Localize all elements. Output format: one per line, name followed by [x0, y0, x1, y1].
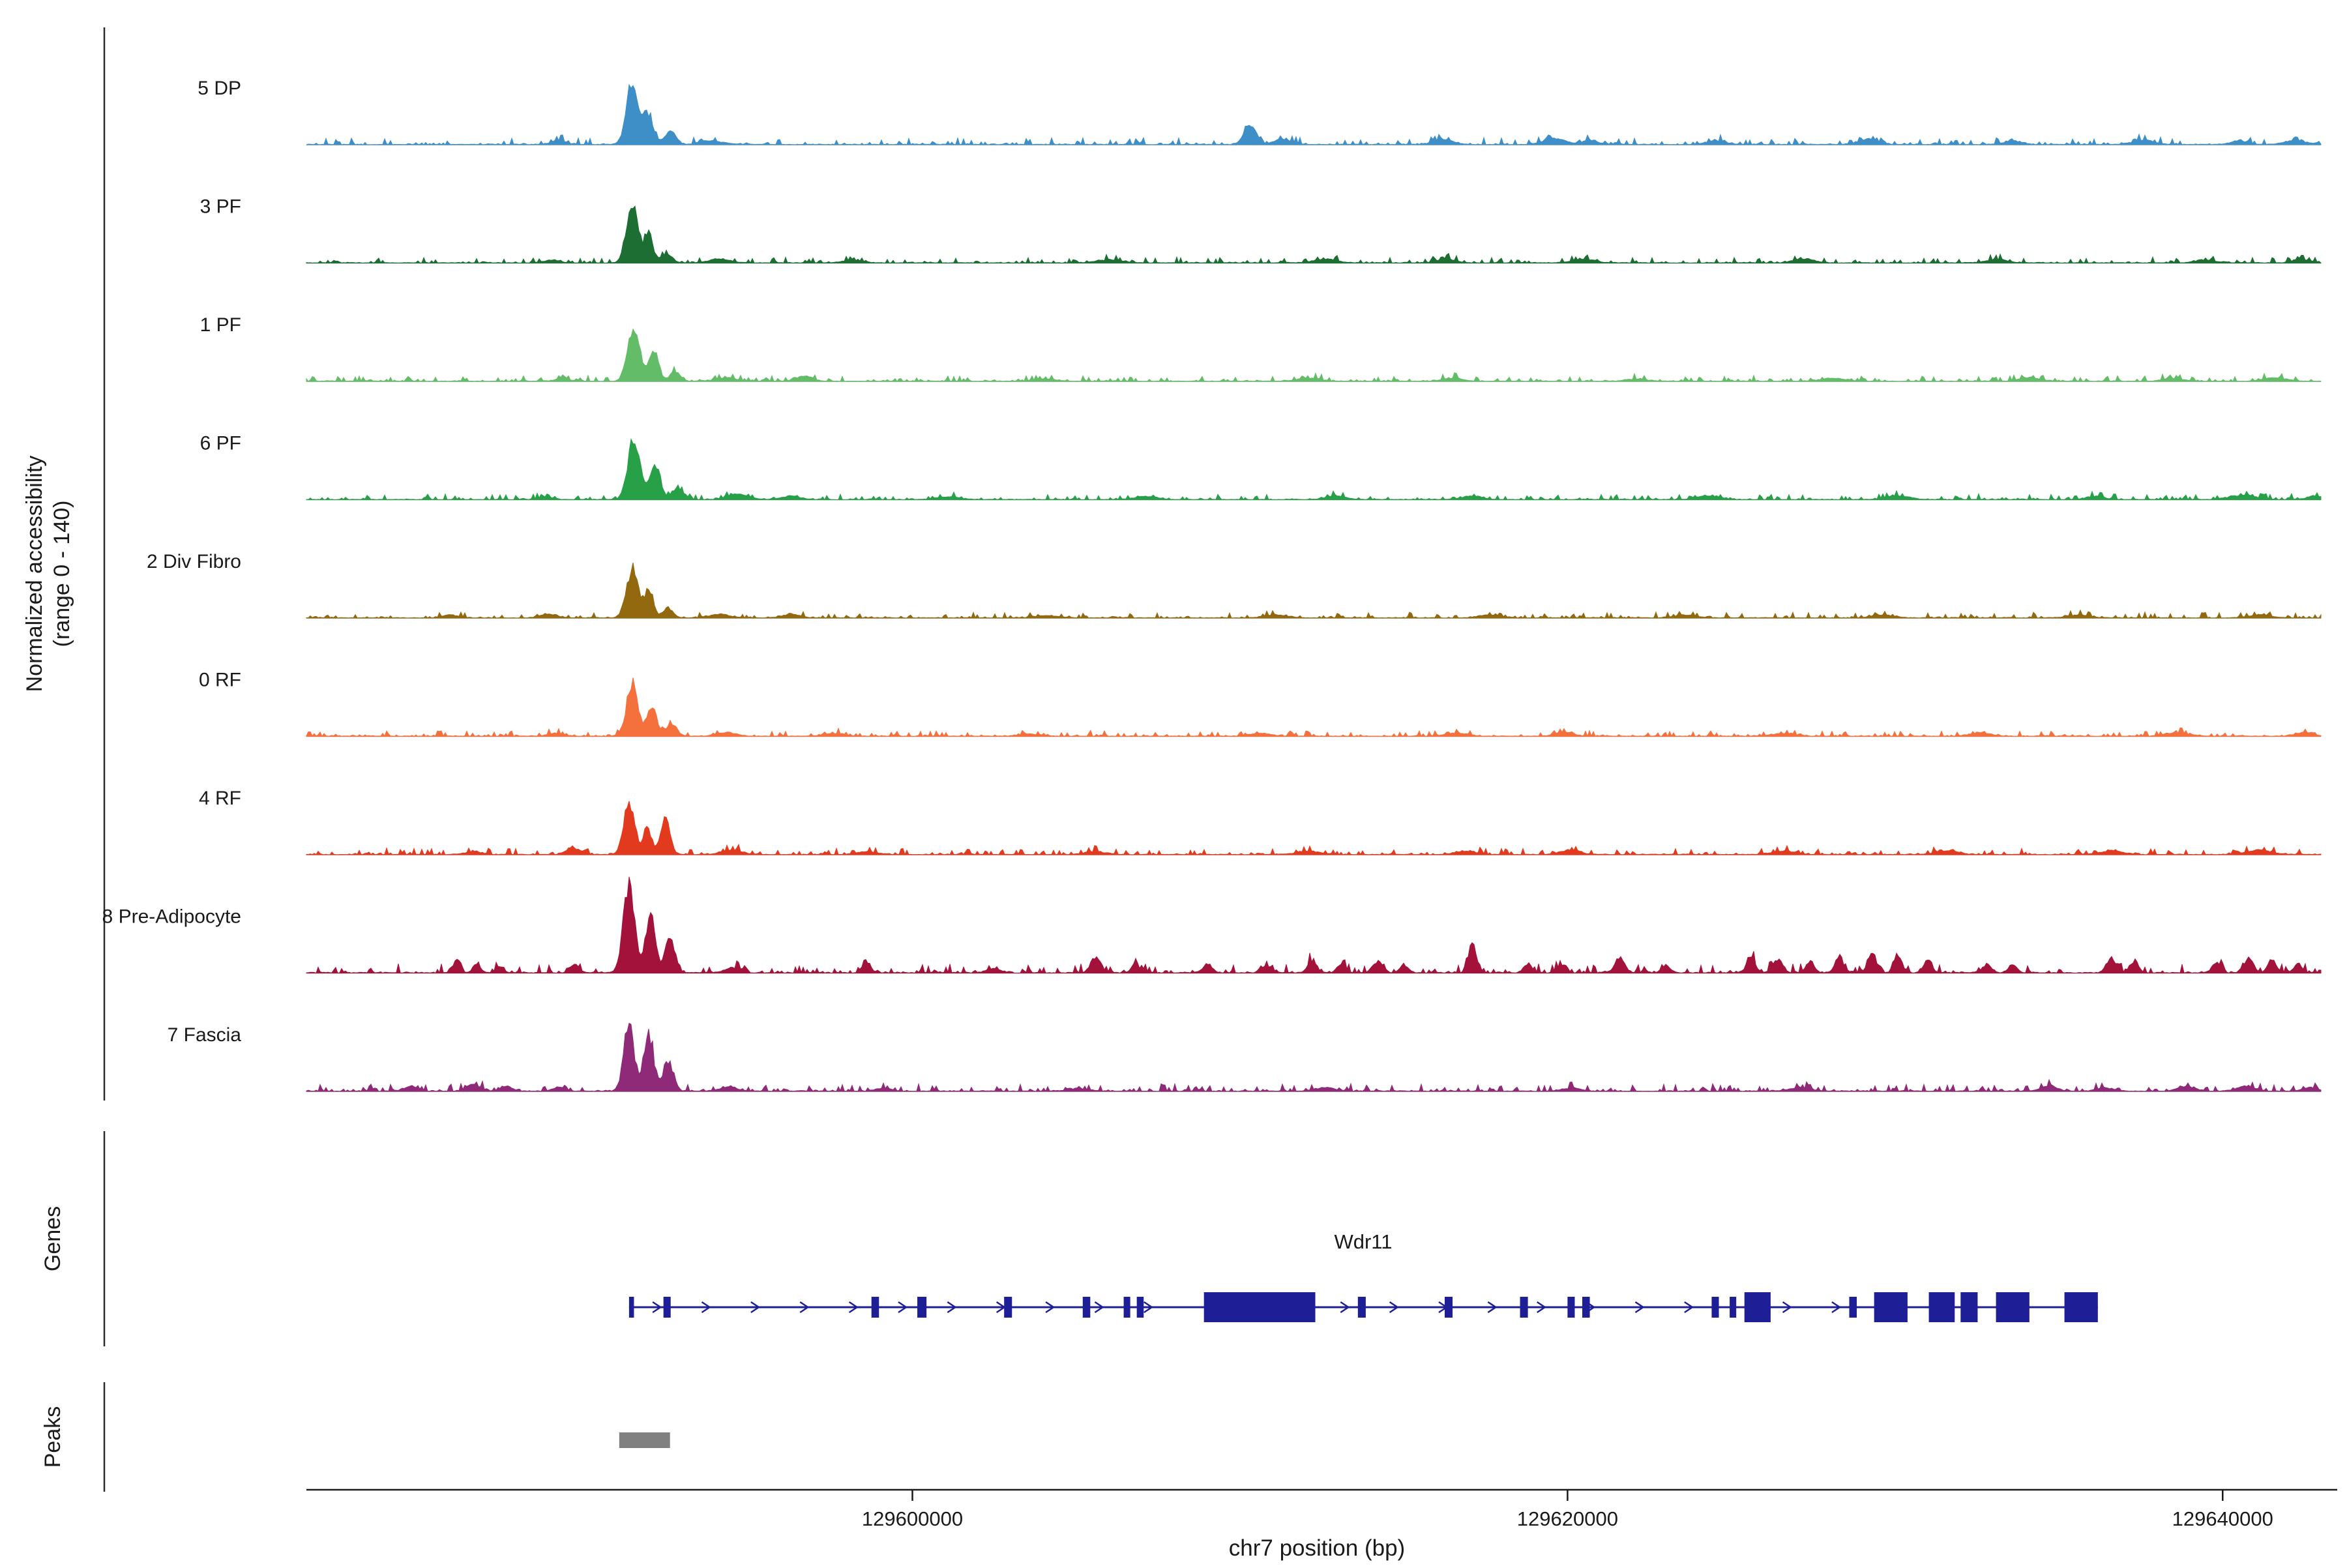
gene-direction-arrow: [652, 1301, 662, 1314]
gene-direction-arrow: [996, 1301, 1006, 1314]
gene-exon: [1928, 1292, 1955, 1322]
x-axis-tick-label: 129600000: [862, 1507, 963, 1530]
genes-section-label: Genes: [40, 1206, 65, 1271]
gene-exon: [663, 1297, 671, 1318]
gene-exon: [1203, 1292, 1316, 1322]
gene-direction-arrow: [1094, 1301, 1104, 1314]
gene-direction-arrow: [1831, 1301, 1842, 1314]
gene-exon: [1136, 1297, 1144, 1318]
gene-direction-arrow: [799, 1301, 810, 1314]
coverage-signal: [306, 801, 2322, 856]
track-label: 1 PF: [200, 314, 241, 336]
coverage-signal: [306, 562, 2322, 619]
gene-exon: [917, 1297, 927, 1318]
gene-direction-arrow: [701, 1301, 711, 1314]
gene-direction-arrow: [1487, 1301, 1498, 1314]
coverage-signal: [306, 328, 2322, 383]
track-row: 4 RF: [199, 788, 2322, 856]
gene-exon: [628, 1297, 634, 1318]
gene-exon: [1004, 1297, 1012, 1318]
gene-exon: [1711, 1297, 1719, 1318]
gene-exon: [1582, 1297, 1590, 1318]
track-label: 0 RF: [199, 670, 241, 691]
track-label: 8 Pre-Adipocyte: [102, 906, 241, 928]
track-row: 2 Div Fibro: [147, 551, 2322, 619]
track-label: 4 RF: [199, 788, 241, 809]
coverage-signal: [306, 677, 2322, 737]
peaks-section-label: Peaks: [40, 1406, 65, 1468]
gene-direction-arrow: [1389, 1301, 1399, 1314]
gene-exon: [1730, 1297, 1737, 1318]
gene-exon: [2064, 1292, 2098, 1322]
gene-exon: [1744, 1292, 1771, 1322]
gene-model-layer: [628, 1292, 2098, 1322]
gene-direction-arrow: [1684, 1301, 1694, 1314]
coverage-signal: [306, 83, 2322, 146]
gene-exon: [1960, 1292, 1978, 1322]
coverage-signal: [306, 437, 2322, 501]
gene-direction-arrow: [1782, 1301, 1792, 1314]
track-row: 8 Pre-Adipocyte: [102, 876, 2322, 974]
y-axis-label-line2: (range 0 - 140): [50, 501, 74, 647]
track-label: 3 PF: [200, 196, 241, 218]
peaks-layer: [619, 1432, 670, 1448]
gene-exon: [1567, 1297, 1575, 1318]
gene-exon: [1520, 1297, 1528, 1318]
gene-exon: [1357, 1297, 1366, 1318]
gene-direction-arrow: [1586, 1301, 1596, 1314]
gene-direction-arrow: [848, 1301, 859, 1314]
track-row: 7 Fascia: [168, 1022, 2322, 1092]
gene-exon: [1874, 1292, 1908, 1322]
track-row: 0 RF: [199, 670, 2322, 737]
y-axis-label-line1: Normalized accessibility: [22, 456, 47, 692]
track-label: 7 Fascia: [168, 1024, 242, 1046]
gene-exon: [1123, 1297, 1130, 1318]
peak-interval: [619, 1432, 670, 1448]
track-row: 6 PF: [200, 433, 2322, 501]
x-axis-tick-label: 129620000: [1517, 1507, 1618, 1530]
gene-exon: [1444, 1297, 1453, 1318]
coverage-signal: [306, 1022, 2322, 1092]
track-row: 1 PF: [200, 314, 2322, 383]
coverage-signal: [306, 876, 2322, 974]
gene-direction-arrow: [1045, 1301, 1055, 1314]
coverage-signal: [306, 205, 2322, 265]
x-axis-title: chr7 position (bp): [1229, 1535, 1405, 1561]
gene-direction-arrow: [750, 1301, 761, 1314]
track-row: 5 DP: [198, 78, 2322, 146]
gene-direction-arrow: [1438, 1301, 1449, 1314]
gene-direction-arrow: [1340, 1301, 1350, 1314]
track-row: 3 PF: [200, 196, 2322, 265]
gene-exon: [871, 1297, 879, 1318]
x-axis-layer: 129600000 129620000 129640000: [306, 1488, 2337, 1530]
track-label: 2 Div Fibro: [147, 551, 241, 572]
gene-direction-arrow: [1537, 1301, 1546, 1314]
gene-exon: [1082, 1297, 1091, 1318]
track-label: 6 PF: [200, 433, 241, 454]
gene-direction-arrow: [1634, 1301, 1645, 1314]
gene-direction-arrow: [947, 1301, 957, 1314]
gene-exon: [1849, 1297, 1857, 1318]
gene-direction-arrow: [898, 1301, 908, 1314]
gene-direction-arrow: [1144, 1301, 1154, 1314]
gene-exon: [1996, 1292, 2030, 1322]
x-axis-tick-label: 129640000: [2172, 1507, 2273, 1530]
coverage-tracks-layer: 5 DP 3 PF 1 PF 6 PF 2 Div Fibro 0 RF 4 RF 8 Pre…: [102, 78, 2322, 1092]
gene-name-label: Wdr11: [1334, 1230, 1392, 1253]
track-label: 5 DP: [198, 78, 241, 99]
